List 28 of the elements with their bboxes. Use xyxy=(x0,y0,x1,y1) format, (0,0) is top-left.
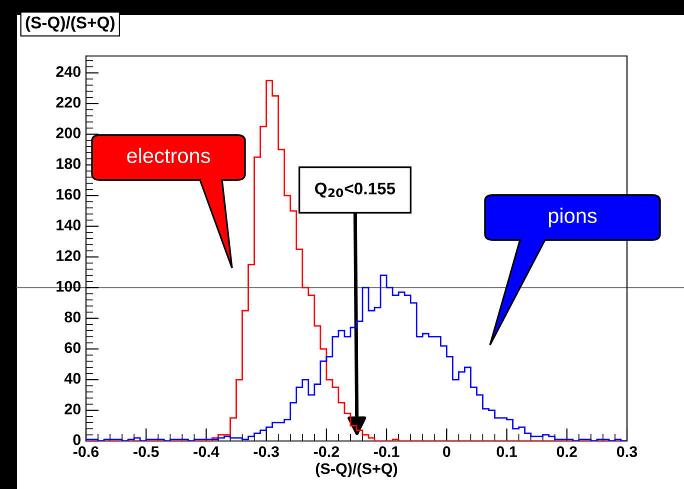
x-tick-label: 0.2 xyxy=(556,446,577,458)
chart-title: (S-Q)/(S+Q) xyxy=(26,16,114,32)
x-tick-label: 0.3 xyxy=(616,446,638,458)
x-tick-label: -0.6 xyxy=(73,446,99,458)
x-tick-label: -0.1 xyxy=(374,446,400,458)
x-axis-title: (S-Q)/(S+Q) xyxy=(316,462,398,478)
x-tick-label: -0.2 xyxy=(314,446,339,458)
annotation: Q$_{20}$<0.155 xyxy=(315,182,396,198)
x-tick-label: 0 xyxy=(443,446,450,458)
text: pions xyxy=(548,208,597,228)
y-tick-label: 0 xyxy=(73,434,81,446)
y-tick-label: 140 xyxy=(56,220,81,230)
y-tick-label: 180 xyxy=(56,158,81,170)
y-tick-label: 220 xyxy=(56,96,81,108)
y-tick-label: 120 xyxy=(56,250,81,262)
y-tick-label: 160 xyxy=(56,188,81,200)
x-tick-label: -0.3 xyxy=(254,446,279,458)
x-tick-label: 0.1 xyxy=(496,446,517,458)
y-tick-label: 80 xyxy=(64,312,81,322)
y-tick-label: 60 xyxy=(64,342,81,354)
x-tick-label: -0.5 xyxy=(134,446,159,458)
y-tick-label: 100 xyxy=(56,280,81,292)
y-tick-label: 200 xyxy=(56,128,81,138)
y-tick-label: 40 xyxy=(64,372,81,384)
y-tick-label: 240 xyxy=(56,66,81,77)
text: electrons xyxy=(127,148,210,164)
y-tick-label: 20 xyxy=(64,404,81,414)
x-tick-label: -0.4 xyxy=(194,446,220,458)
